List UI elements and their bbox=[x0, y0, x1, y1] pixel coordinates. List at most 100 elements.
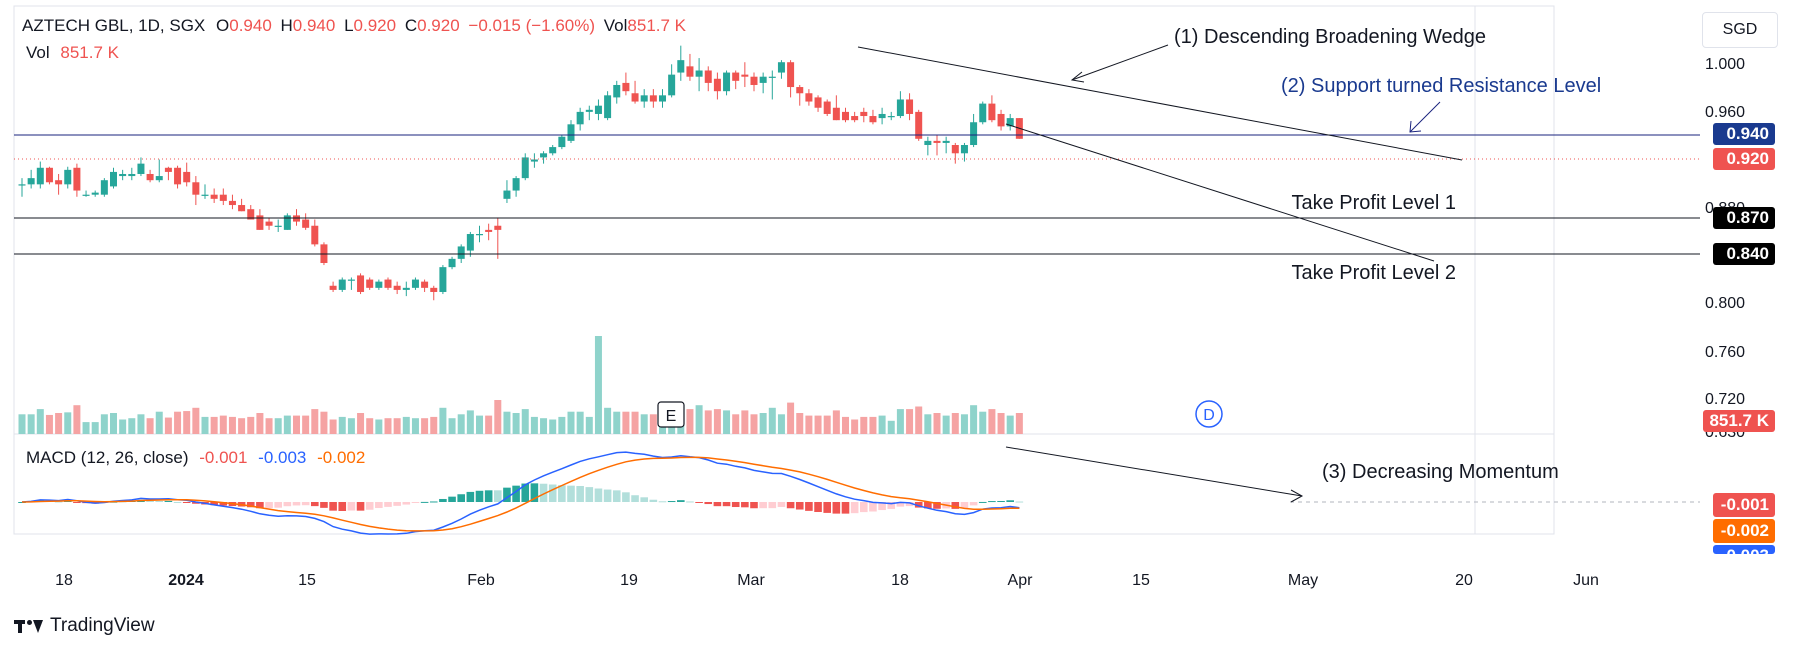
volume-bar bbox=[192, 407, 200, 434]
candle bbox=[686, 53, 694, 81]
volume-bar bbox=[146, 418, 154, 434]
macd-histogram-bar bbox=[365, 502, 374, 510]
high-label: H bbox=[280, 16, 293, 35]
momentum-annotation[interactable]: (3) Decreasing Momentum bbox=[1322, 461, 1559, 483]
macd-histogram-bar bbox=[924, 502, 932, 509]
earnings-marker[interactable]: E bbox=[657, 401, 685, 428]
volume-legend-value: 851.7 K bbox=[60, 43, 119, 62]
volume-bar bbox=[55, 413, 63, 434]
macd-histogram-bar bbox=[777, 502, 786, 507]
macd-histogram-bar bbox=[997, 500, 1005, 502]
macd-histogram-bar bbox=[978, 501, 987, 503]
macd-histogram-bar bbox=[914, 502, 923, 508]
volume-bar bbox=[960, 414, 968, 434]
volume-bar bbox=[320, 411, 328, 434]
candle bbox=[878, 107, 886, 125]
volume-bar bbox=[347, 418, 355, 434]
tradingview-logo[interactable]: TradingView bbox=[14, 615, 155, 637]
macd-histogram-bar bbox=[210, 502, 218, 506]
volume-bar bbox=[631, 411, 639, 434]
wedge-annotation[interactable]: (1) Descending Broadening Wedge bbox=[1174, 26, 1486, 48]
volume-bar bbox=[567, 411, 575, 434]
tp2-annotation[interactable]: Take Profit Level 2 bbox=[1291, 262, 1456, 284]
macd-histogram-bar bbox=[530, 483, 539, 502]
volume-bar bbox=[311, 409, 319, 434]
volume-bars bbox=[18, 336, 1023, 434]
volume-bar bbox=[640, 414, 648, 434]
momentum-arrow[interactable] bbox=[1005, 446, 1304, 503]
macd-histogram-bar bbox=[741, 502, 749, 508]
tp1-annotation[interactable]: Take Profit Level 1 bbox=[1291, 192, 1456, 214]
macd-histogram-bar bbox=[155, 501, 164, 503]
candle bbox=[1006, 113, 1014, 131]
volume-bar bbox=[82, 422, 90, 434]
candle bbox=[283, 213, 291, 230]
volume-bar bbox=[521, 409, 529, 434]
macd-histogram-bar bbox=[841, 502, 850, 514]
volume-bar bbox=[704, 410, 712, 434]
volume-bar bbox=[713, 409, 721, 434]
candle bbox=[201, 184, 209, 199]
macd-histogram-bar bbox=[905, 502, 914, 507]
macd-histogram-bar bbox=[823, 502, 831, 513]
macd-histogram-bar bbox=[988, 501, 996, 503]
macd-histogram-bar bbox=[713, 502, 722, 507]
volume-bar bbox=[558, 416, 566, 434]
volume-bar bbox=[906, 409, 914, 434]
volume-bar bbox=[851, 419, 859, 434]
macd-histogram-bar bbox=[503, 487, 511, 502]
volume-bar bbox=[613, 411, 621, 434]
candle bbox=[567, 120, 575, 143]
volume-bar bbox=[201, 416, 209, 434]
volume-bar bbox=[686, 409, 694, 434]
high-value: 0.940 bbox=[292, 16, 336, 35]
macd-histogram-bar bbox=[411, 502, 420, 503]
volume-bar bbox=[988, 409, 996, 434]
wedge-upper-line[interactable] bbox=[857, 46, 1463, 161]
candle bbox=[768, 70, 776, 100]
macd-histogram-bar bbox=[649, 499, 658, 502]
y-tick-6: 0.720 bbox=[1705, 391, 1745, 408]
candle bbox=[137, 157, 145, 177]
candle bbox=[979, 101, 987, 125]
candle bbox=[439, 265, 447, 295]
volume-bar bbox=[585, 416, 593, 434]
candle bbox=[814, 95, 822, 112]
macd-histogram-bar bbox=[164, 500, 173, 502]
macd-histogram-bar bbox=[311, 502, 319, 507]
support-annotation[interactable]: (2) Support turned Resistance Level bbox=[1281, 75, 1601, 97]
candle bbox=[329, 281, 337, 292]
symbol-info[interactable]: AZTECH GBL, 1D, SGX bbox=[22, 16, 206, 35]
dividend-marker[interactable]: D bbox=[1195, 400, 1223, 428]
volume-bar bbox=[814, 415, 822, 434]
volume-bar bbox=[649, 414, 657, 434]
candle bbox=[100, 178, 108, 197]
volume-bar bbox=[732, 414, 740, 434]
volume-bar bbox=[210, 416, 218, 434]
wedge-lower-line[interactable] bbox=[1005, 123, 1435, 262]
x-tick-7: 18 bbox=[891, 572, 909, 589]
candle bbox=[695, 58, 703, 92]
volume-bar bbox=[759, 413, 767, 434]
macd-histogram-bar bbox=[887, 502, 896, 509]
candle bbox=[494, 217, 502, 259]
volume-bar bbox=[970, 405, 978, 434]
volume-bar bbox=[485, 415, 493, 434]
macd-histogram-bar bbox=[54, 501, 63, 503]
candle bbox=[576, 107, 584, 131]
macd-histogram-bar bbox=[356, 502, 365, 511]
volume-bar bbox=[869, 416, 877, 434]
macd-histogram-bar bbox=[860, 502, 868, 513]
volume-bar bbox=[439, 407, 447, 434]
candle bbox=[796, 84, 804, 106]
macd-histogram-bar bbox=[457, 494, 465, 502]
macd-histogram-bar bbox=[192, 502, 200, 504]
volume-bar bbox=[411, 418, 419, 434]
candle bbox=[896, 91, 904, 119]
macd-histogram-bar bbox=[622, 492, 630, 502]
macd-histogram-bar bbox=[320, 502, 328, 508]
macd-legend-label[interactable]: MACD (12, 26, close) bbox=[26, 448, 189, 467]
macd-histogram-bar bbox=[686, 501, 694, 503]
currency-button[interactable]: SGD bbox=[1702, 12, 1778, 48]
